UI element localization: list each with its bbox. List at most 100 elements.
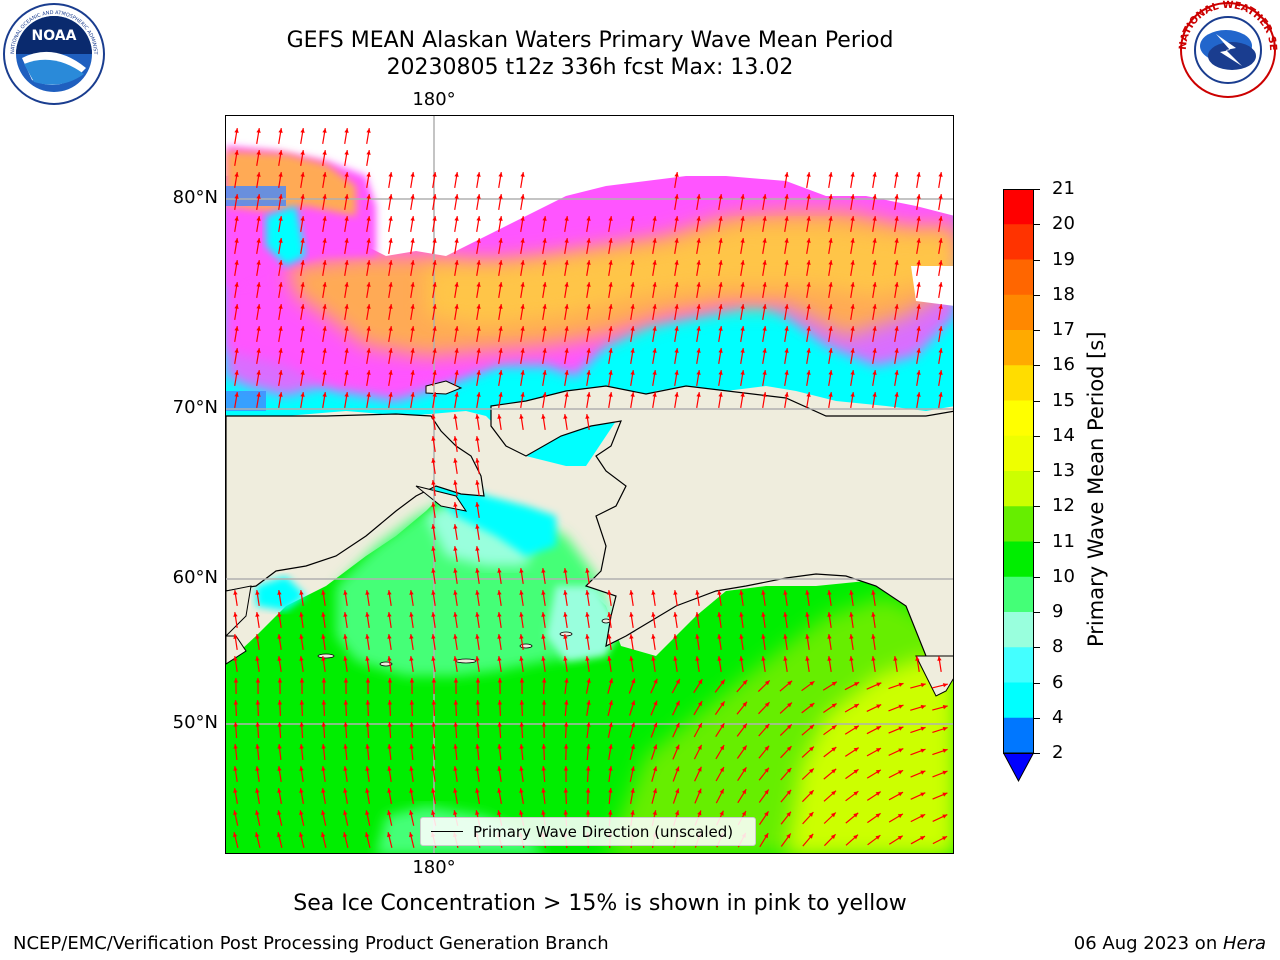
wave-arrow-head <box>498 326 503 331</box>
wave-arrow-head <box>761 590 766 595</box>
wave-arrow-head <box>541 656 546 661</box>
colorbar-tick-label: 6 <box>1034 672 1063 693</box>
wave-arrow-head <box>938 238 943 243</box>
wave-arrow-head <box>343 700 348 705</box>
wave-arrow-head <box>476 326 481 331</box>
wave-arrow-head <box>520 326 525 331</box>
wave-arrow-head <box>454 370 459 375</box>
wave-arrow-head <box>920 704 926 710</box>
wave-arrow-head <box>894 348 899 353</box>
map-title: GEFS MEAN Alaskan Waters Primary Wave Me… <box>286 28 894 53</box>
wave-arrow-head <box>519 414 524 419</box>
wave-arrow-head <box>696 326 701 331</box>
wave-arrow-head <box>674 194 679 199</box>
wave-arrow-head <box>828 370 833 375</box>
wave-arrow-head <box>740 326 745 331</box>
wave-arrow-head <box>365 612 370 617</box>
wave-arrow-head <box>497 700 502 705</box>
noaa-logo-icon: NOAA NATIONAL OCEANIC AND ATMOSPHERIC AD… <box>0 0 106 106</box>
wave-arrow-head <box>432 260 437 265</box>
wave-arrow-head <box>916 348 921 353</box>
wave-arrow-head <box>827 612 832 617</box>
wave-arrow-head <box>894 260 899 265</box>
wave-arrow-head <box>742 789 747 795</box>
wave-arrow-head <box>409 810 414 815</box>
wave-arrow-head <box>608 788 613 793</box>
wave-arrow-head <box>454 348 459 353</box>
wave-arrow-head <box>850 304 855 309</box>
wave-arrow-head <box>410 348 415 353</box>
wave-arrow-head <box>652 304 657 309</box>
wave-arrow-head <box>343 832 348 838</box>
wave-arrow-head <box>365 700 370 705</box>
wave-arrow-head <box>827 590 832 595</box>
wave-arrow-head <box>277 832 282 838</box>
wave-arrow-head <box>321 810 326 815</box>
wave-arrow-head <box>652 810 657 816</box>
wave-arrow-head <box>321 612 326 617</box>
wave-arrow-head <box>850 216 855 221</box>
wave-arrow-head <box>541 590 546 595</box>
wave-arrow-head <box>453 810 458 815</box>
wave-arrow-head <box>299 832 304 838</box>
wave-arrow-head <box>784 326 789 331</box>
wave-arrow-head <box>255 634 260 639</box>
wave-arrow-head <box>388 326 393 331</box>
wave-arrow-head <box>872 194 877 199</box>
wave-arrow-head <box>366 172 371 177</box>
wave-arrow-head <box>805 590 810 595</box>
wave-arrow-head <box>321 590 326 595</box>
wave-arrow-head <box>564 722 569 727</box>
wave-arrow-head <box>300 260 305 265</box>
wave-arrow-head <box>897 813 903 819</box>
wave-arrow-head <box>563 590 568 595</box>
wave-arrow-head <box>850 392 855 397</box>
russia-landmass <box>226 413 485 592</box>
wave-arrow-head <box>519 722 524 727</box>
wave-arrow-head <box>541 788 546 793</box>
wave-arrow-head <box>520 282 525 287</box>
wave-arrow-head <box>300 392 305 397</box>
wave-arrow-head <box>475 766 480 771</box>
wave-arrow-head <box>542 370 547 375</box>
wave-arrow-head <box>651 590 656 595</box>
colorbar-tick-label: 21 <box>1034 178 1075 199</box>
wave-arrow-head <box>564 370 569 375</box>
wave-arrow-head <box>475 502 480 507</box>
wave-arrow-head <box>831 725 837 730</box>
wave-arrow-head <box>387 744 392 749</box>
wave-arrow-head <box>806 194 811 199</box>
wave-arrow-head <box>475 788 480 793</box>
svg-text:NOAA: NOAA <box>32 28 77 44</box>
wave-arrow-head <box>938 172 943 177</box>
wave-arrow-head <box>674 370 679 375</box>
wave-arrow-head <box>894 392 899 397</box>
wave-arrow-head <box>343 612 348 617</box>
wave-arrow-head <box>365 678 371 683</box>
wave-arrow-head <box>255 656 260 661</box>
wave-arrow-head <box>741 811 746 816</box>
wave-arrow-head <box>321 832 326 838</box>
wave-arrow-head <box>696 238 701 243</box>
wave-arrow-head <box>410 304 415 309</box>
wave-arrow-head <box>696 304 701 309</box>
wave-arrow-head <box>387 788 392 793</box>
wave-arrow-head <box>409 634 414 639</box>
wave-arrow-head <box>916 216 921 221</box>
wave-arrow-head <box>719 767 724 772</box>
wave-arrow-head <box>828 392 833 397</box>
wave-arrow-head <box>942 814 948 819</box>
wave-arrow-head <box>697 788 702 794</box>
wave-arrow-head <box>388 392 393 397</box>
wave-arrow-head <box>876 726 882 731</box>
wave-arrow-head <box>278 282 283 287</box>
wave-arrow-head <box>234 304 239 309</box>
wave-arrow-head <box>409 788 414 793</box>
wave-arrow-head <box>366 260 371 265</box>
lon-label-top: 180° <box>412 89 456 110</box>
wave-arrow-head <box>764 702 770 707</box>
wave-arrow-head <box>697 701 703 707</box>
wave-arrow-head <box>853 747 859 752</box>
wave-arrow-head <box>831 812 836 818</box>
wave-arrow-head <box>541 612 546 617</box>
